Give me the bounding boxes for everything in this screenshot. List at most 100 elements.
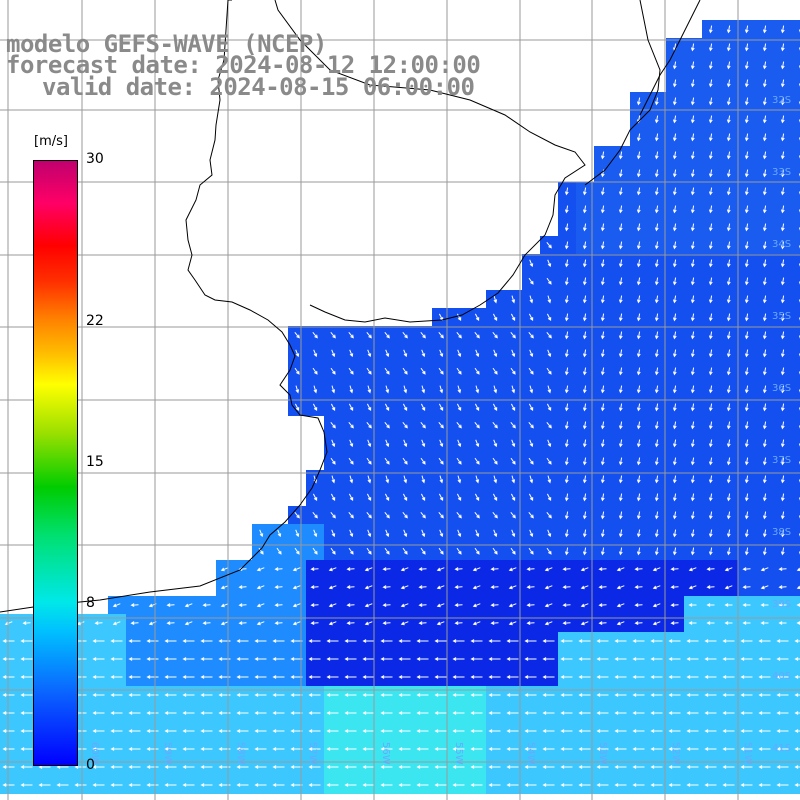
wind-arrow — [780, 241, 785, 250]
wind-arrow — [434, 639, 447, 643]
wind-arrow — [708, 169, 713, 178]
wind-speed-cell — [792, 308, 800, 326]
wind-arrow — [344, 747, 357, 751]
wind-arrow — [726, 403, 731, 412]
wind-arrow — [331, 439, 336, 448]
wind-arrow — [74, 783, 87, 787]
wind-arrow — [421, 529, 426, 538]
wind-arrow — [616, 621, 625, 626]
wind-arrow — [218, 693, 231, 697]
wind-arrow — [20, 657, 33, 661]
wind-arrow — [564, 295, 569, 304]
wind-arrow — [385, 385, 390, 394]
wind-arrow — [313, 349, 318, 358]
wind-arrow — [580, 603, 589, 608]
wind-arrow — [740, 729, 753, 733]
wind-arrow — [110, 657, 123, 661]
wind-arrow — [636, 151, 641, 160]
wind-arrow — [690, 547, 695, 556]
wind-arrow — [564, 439, 569, 448]
wind-arrow — [564, 529, 569, 538]
wind-speed-cell — [792, 254, 800, 272]
wind-arrow — [632, 639, 645, 643]
wind-arrow — [618, 367, 623, 376]
wind-arrow — [690, 349, 695, 358]
wind-speed-cell — [792, 182, 800, 200]
wind-arrow — [690, 223, 695, 232]
wind-arrow — [346, 585, 355, 589]
wind-arrow — [708, 43, 713, 52]
wind-arrow — [421, 349, 426, 358]
wind-arrow — [420, 421, 426, 429]
wind-arrow — [600, 421, 605, 430]
wind-arrow — [726, 421, 731, 430]
wind-arrow — [668, 693, 681, 697]
wind-arrow — [618, 151, 623, 160]
wind-arrow — [510, 403, 516, 412]
wind-arrow — [508, 585, 517, 590]
wind-arrow — [636, 169, 641, 178]
wind-speed-cell — [792, 56, 800, 74]
wind-arrow — [220, 621, 229, 626]
wind-arrow — [366, 421, 372, 429]
wind-arrow — [758, 783, 771, 787]
wind-arrow — [672, 133, 677, 142]
wind-arrow — [762, 43, 767, 52]
wind-arrow — [582, 475, 587, 484]
wind-arrow — [2, 729, 15, 733]
wind-arrow — [632, 765, 645, 769]
wind-arrow — [632, 693, 645, 697]
wind-arrow — [470, 639, 483, 643]
wind-arrow — [403, 385, 408, 394]
wind-arrow — [272, 711, 285, 715]
wind-arrow — [690, 43, 695, 52]
wind-arrow — [740, 693, 753, 697]
wind-arrow — [274, 621, 283, 625]
wind-arrow — [654, 223, 659, 232]
wind-arrow — [686, 675, 699, 679]
wind-arrow — [564, 223, 569, 232]
wind-arrow — [722, 747, 735, 751]
wind-arrow — [434, 657, 447, 661]
wind-arrow — [416, 639, 429, 643]
wind-arrow — [474, 547, 480, 555]
wind-arrow — [744, 349, 749, 358]
wind-arrow — [457, 349, 462, 358]
wind-arrow — [362, 729, 375, 733]
wind-arrow — [385, 475, 390, 484]
wind-arrow — [582, 223, 587, 232]
wind-arrow — [182, 783, 195, 787]
wind-arrow — [636, 385, 641, 394]
wind-arrow — [690, 421, 695, 430]
wind-arrow — [474, 493, 480, 502]
wind-arrow — [384, 457, 390, 465]
wind-arrow — [272, 675, 285, 679]
wind-speed-cell — [792, 290, 800, 308]
wind-arrow — [454, 567, 463, 571]
wind-arrow — [308, 783, 321, 787]
wind-arrow — [654, 547, 659, 556]
wind-speed-cell — [792, 344, 800, 362]
wind-arrow — [312, 511, 318, 519]
wind-arrow — [398, 765, 411, 769]
wind-arrow — [510, 421, 516, 429]
wind-arrow — [238, 603, 247, 607]
wind-arrow — [272, 657, 285, 661]
wind-arrow — [402, 421, 408, 429]
wind-speed-cell — [792, 380, 800, 398]
wind-arrow — [200, 783, 213, 787]
wind-arrow — [524, 765, 537, 769]
wind-arrow — [618, 385, 623, 394]
wind-arrow — [726, 259, 731, 268]
wind-arrow — [380, 783, 393, 787]
wind-arrow — [331, 385, 336, 394]
wind-arrow — [726, 349, 731, 358]
wind-arrow — [672, 169, 677, 178]
wind-arrow — [382, 585, 391, 589]
wind-arrow — [38, 765, 51, 769]
wind-arrow — [326, 657, 339, 661]
wind-arrow — [416, 711, 429, 715]
wind-arrow — [762, 169, 767, 178]
wind-arrow — [364, 567, 373, 572]
wind-speed-cell — [792, 560, 800, 578]
